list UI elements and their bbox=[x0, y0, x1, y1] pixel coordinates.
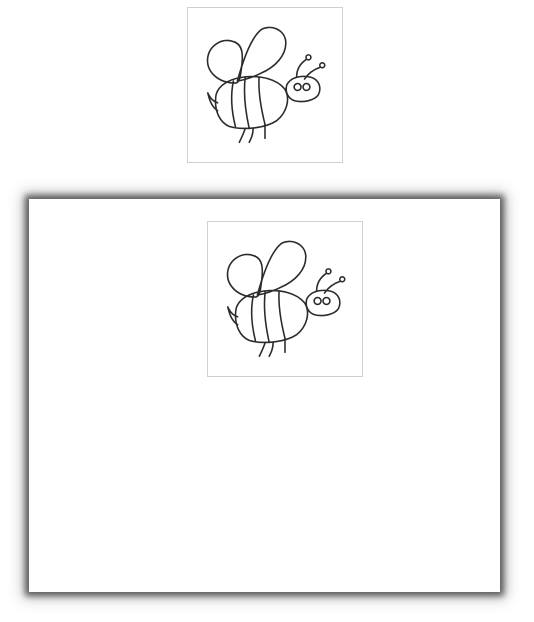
bee-doodle-icon bbox=[206, 26, 326, 144]
drawing-thumbnail[interactable] bbox=[187, 7, 343, 163]
drawing-canvas-panel[interactable] bbox=[29, 199, 500, 592]
bee-doodle-icon bbox=[226, 240, 346, 358]
canvas-drawing-preview[interactable] bbox=[207, 221, 363, 377]
